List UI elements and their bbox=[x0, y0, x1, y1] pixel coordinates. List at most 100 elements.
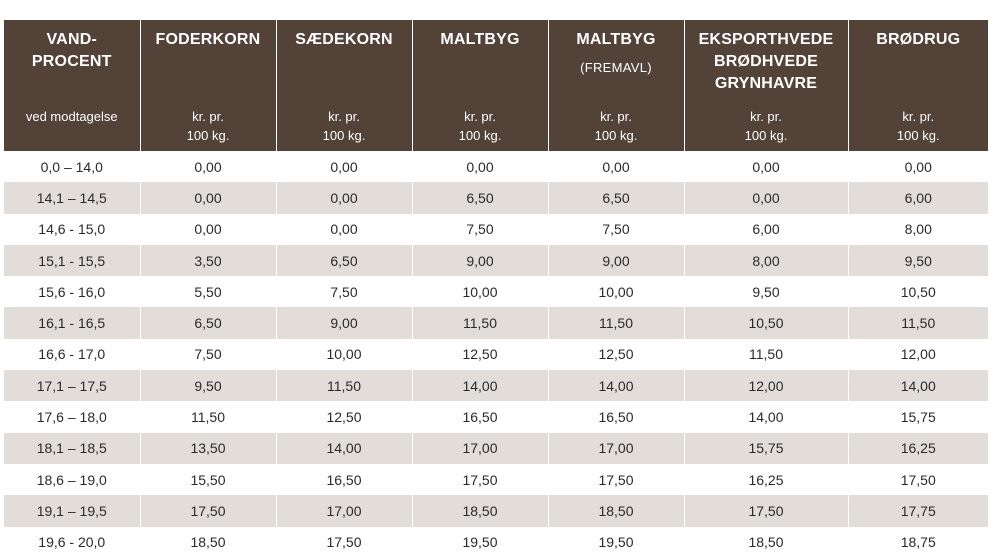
deduction-value-cell: 18,50 bbox=[139, 526, 276, 558]
deduction-value-cell: 10,50 bbox=[683, 307, 848, 339]
deduction-value-cell: 11,50 bbox=[683, 338, 848, 371]
deduction-value-cell: 11,50 bbox=[547, 307, 684, 339]
column-unit-line: kr. pr. bbox=[464, 109, 496, 124]
deduction-value-cell: 5,50 bbox=[139, 276, 276, 308]
moisture-deduction-table: VAND- PROCENT ved modtagelse FODERKORN kr. p… bbox=[4, 20, 988, 558]
deduction-value-cell: 19,50 bbox=[411, 526, 548, 558]
deduction-value-cell: 9,50 bbox=[683, 276, 848, 308]
table-body: 0,0 – 14,0 0,00 0,00 0,00 0,00 0,00 0,00 14,1 –… bbox=[4, 151, 988, 558]
deduction-value-cell: 16,50 bbox=[275, 463, 412, 496]
deduction-value-cell: 9,50 bbox=[847, 244, 988, 277]
table-row: 0,0 – 14,0 0,00 0,00 0,00 0,00 0,00 0,00 bbox=[4, 151, 988, 183]
deduction-value-cell: 17,50 bbox=[683, 495, 848, 527]
moisture-range-cell: 14,1 – 14,5 bbox=[4, 182, 140, 214]
deduction-value-cell: 11,50 bbox=[275, 370, 412, 402]
deduction-value-cell: 14,00 bbox=[847, 370, 988, 402]
column-title: EKSPORTHVEDE BRØDHVEDE GRYNHAVRE bbox=[699, 29, 834, 95]
column-unit: kr. pr. 100 kg. bbox=[897, 107, 940, 145]
column-unit: kr. pr. 100 kg. bbox=[595, 107, 638, 145]
deduction-value-cell: 6,00 bbox=[847, 182, 988, 214]
column-header-3: MALTBYG kr. pr. 100 kg. bbox=[411, 20, 548, 151]
column-unit-line: 100 kg. bbox=[896, 128, 940, 143]
column-unit: kr. pr. 100 kg. bbox=[187, 107, 230, 145]
deduction-value-cell: 15,50 bbox=[139, 463, 276, 496]
moisture-range-cell: 0,0 – 14,0 bbox=[4, 151, 140, 183]
deduction-value-cell: 18,75 bbox=[847, 526, 988, 558]
table-row: 16,1 - 16,5 6,50 9,00 11,50 11,50 10,50 11,50 bbox=[4, 307, 988, 339]
deduction-value-cell: 3,50 bbox=[139, 244, 276, 277]
deduction-value-cell: 10,50 bbox=[847, 276, 988, 308]
deduction-value-cell: 17,50 bbox=[411, 463, 548, 496]
column-unit-line: kr. pr. bbox=[902, 109, 935, 124]
column-title-line: EKSPORTHVEDE bbox=[698, 31, 834, 48]
deduction-value-cell: 17,50 bbox=[275, 526, 412, 558]
column-unit: ved modtagelse bbox=[26, 107, 118, 145]
column-unit: kr. pr. 100 kg. bbox=[745, 107, 788, 145]
deduction-value-cell: 9,00 bbox=[547, 244, 684, 277]
deduction-value-cell: 19,50 bbox=[547, 526, 684, 558]
table-row: 14,1 – 14,5 0,00 0,00 6,50 6,50 0,00 6,00 bbox=[4, 182, 988, 214]
deduction-value-cell: 0,00 bbox=[547, 151, 684, 183]
deduction-value-cell: 17,00 bbox=[547, 432, 684, 464]
deduction-value-cell: 7,50 bbox=[275, 276, 412, 308]
column-title: MALTBYG bbox=[440, 29, 519, 51]
deduction-value-cell: 11,50 bbox=[411, 307, 548, 339]
deduction-value-cell: 0,00 bbox=[411, 151, 548, 183]
deduction-value-cell: 0,00 bbox=[275, 213, 412, 245]
column-title: BRØDRUG bbox=[876, 29, 960, 51]
column-unit-line: 100 kg. bbox=[744, 128, 788, 143]
moisture-range-cell: 14,6 - 15,0 bbox=[4, 213, 140, 245]
deduction-value-cell: 18,50 bbox=[683, 526, 848, 558]
deduction-value-cell: 0,00 bbox=[139, 182, 276, 214]
deduction-value-cell: 16,25 bbox=[847, 432, 988, 464]
deduction-value-cell: 9,50 bbox=[139, 370, 276, 402]
column-unit-line: 100 kg. bbox=[322, 128, 366, 143]
table-row: 15,6 - 16,0 5,50 7,50 10,00 10,00 9,50 10,50 bbox=[4, 276, 988, 308]
deduction-value-cell: 13,50 bbox=[139, 432, 276, 464]
deduction-value-cell: 6,50 bbox=[139, 307, 276, 339]
deduction-value-cell: 11,50 bbox=[847, 307, 988, 339]
column-title: VAND- PROCENT bbox=[32, 29, 112, 73]
moisture-range-cell: 16,6 - 17,0 bbox=[4, 338, 140, 371]
table-row: 14,6 - 15,0 0,00 0,00 7,50 7,50 6,00 8,00 bbox=[4, 213, 988, 245]
column-title: MALTBYG (FREMAVL) bbox=[576, 29, 655, 79]
deduction-value-cell: 17,50 bbox=[847, 463, 988, 496]
moisture-range-cell: 17,1 – 17,5 bbox=[4, 370, 140, 402]
deduction-value-cell: 17,00 bbox=[411, 432, 548, 464]
deduction-value-cell: 11,50 bbox=[139, 401, 276, 433]
moisture-range-cell: 18,1 – 18,5 bbox=[4, 432, 140, 464]
table-row: 17,6 – 18,0 11,50 12,50 16,50 16,50 14,00 15,7… bbox=[4, 401, 988, 433]
deduction-value-cell: 17,00 bbox=[275, 495, 412, 527]
column-header-4: MALTBYG (FREMAVL) kr. pr. 100 kg. bbox=[547, 20, 684, 151]
column-header-2: SÆDEKORN kr. pr. 100 kg. bbox=[275, 20, 412, 151]
deduction-value-cell: 0,00 bbox=[275, 151, 412, 183]
table-row: 19,1 – 19,5 17,50 17,00 18,50 18,50 17,50 17,7… bbox=[4, 495, 988, 527]
table-row: 15,1 - 15,5 3,50 6,50 9,00 9,00 8,00 9,50 bbox=[4, 244, 988, 277]
deduction-value-cell: 8,00 bbox=[847, 213, 988, 245]
column-unit-line: kr. pr. bbox=[600, 109, 632, 124]
deduction-value-cell: 10,00 bbox=[275, 338, 412, 371]
deduction-value-cell: 0,00 bbox=[683, 151, 848, 183]
deduction-value-cell: 0,00 bbox=[847, 151, 988, 183]
column-title-line: SÆDEKORN bbox=[295, 31, 393, 48]
column-title: FODERKORN bbox=[156, 29, 261, 51]
column-unit-line: kr. pr. bbox=[192, 109, 224, 124]
deduction-value-cell: 0,00 bbox=[139, 213, 276, 245]
column-unit-line: 100 kg. bbox=[458, 128, 502, 143]
header-row: VAND- PROCENT ved modtagelse FODERKORN kr. p… bbox=[4, 20, 988, 151]
column-unit-line: ved modtagelse bbox=[25, 109, 118, 124]
column-title-line: BRØDRUG bbox=[876, 31, 961, 48]
deduction-value-cell: 14,00 bbox=[547, 370, 684, 402]
column-title-line: GRYNHAVRE bbox=[714, 75, 818, 92]
table-row: 16,6 - 17,0 7,50 10,00 12,50 12,50 11,50 12,00 bbox=[4, 338, 988, 371]
deduction-value-cell: 16,25 bbox=[683, 463, 848, 496]
column-subtitle: (FREMAVL) bbox=[580, 60, 652, 75]
column-title-line: PROCENT bbox=[31, 53, 112, 70]
moisture-range-cell: 19,1 – 19,5 bbox=[4, 495, 140, 527]
column-unit-line: kr. pr. bbox=[328, 109, 360, 124]
moisture-range-cell: 15,1 - 15,5 bbox=[4, 244, 140, 277]
column-unit-line: kr. pr. bbox=[750, 109, 782, 124]
table-row: 17,1 – 17,5 9,50 11,50 14,00 14,00 12,00 14,00 bbox=[4, 370, 988, 402]
column-unit: kr. pr. 100 kg. bbox=[323, 107, 366, 145]
column-title-line: MALTBYG bbox=[440, 31, 520, 48]
